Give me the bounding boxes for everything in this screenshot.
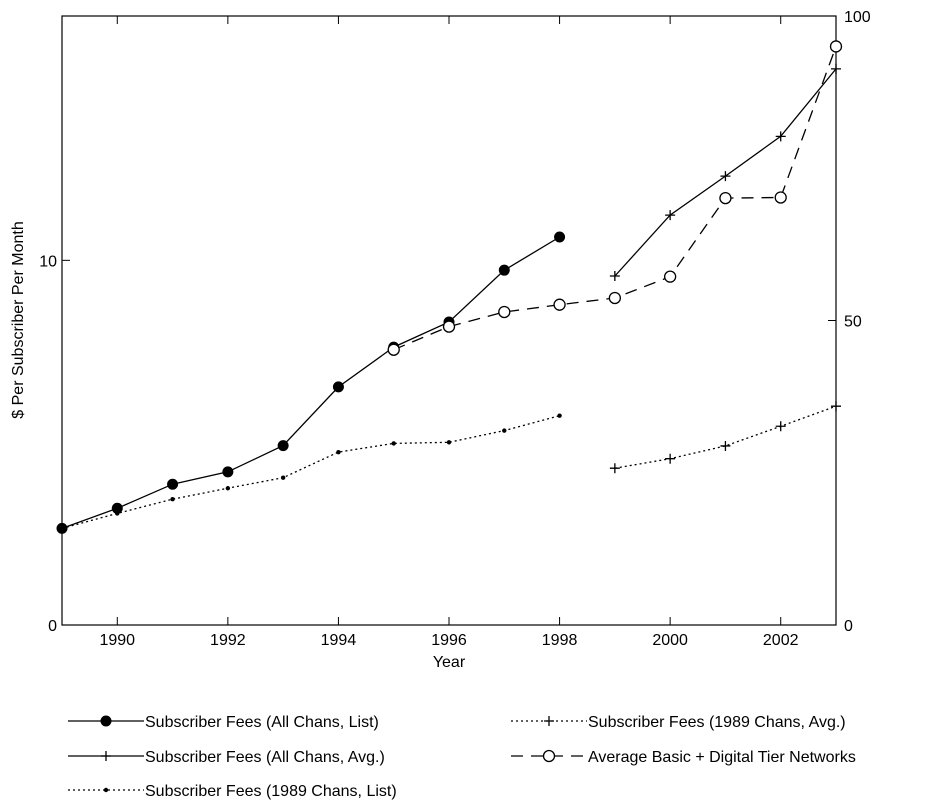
- legend-item: Subscriber Fees (1989 Chans, Avg.): [511, 714, 846, 731]
- series-line: [614, 405, 837, 469]
- data-point: [498, 264, 510, 276]
- x-axis-label: Year: [433, 654, 466, 671]
- legend-label: Subscriber Fees (1989 Chans, Avg.): [588, 714, 846, 731]
- y-tick-label-right: 100: [844, 9, 871, 26]
- data-point: [280, 475, 286, 480]
- data-point: [829, 40, 843, 53]
- data-point: [170, 496, 175, 502]
- series-line: [393, 46, 837, 351]
- data-point: [831, 401, 841, 412]
- data-point: [336, 449, 341, 455]
- series-layer: [56, 40, 843, 534]
- data-point: [554, 231, 566, 243]
- data-point: [665, 210, 676, 221]
- data-point: [553, 298, 566, 311]
- legend-swatch-marker: [544, 716, 554, 726]
- y-tick-label-right: 0: [844, 618, 853, 635]
- data-point: [665, 453, 676, 464]
- legend: Subscriber Fees (All Chans, List) Subscri…: [68, 714, 856, 800]
- legend-item: Average Basic + Digital Tier Networks: [511, 749, 856, 766]
- x-tick-label: 2000: [652, 632, 688, 649]
- x-tick-label: 1992: [210, 632, 246, 649]
- data-point: [115, 511, 120, 516]
- legend-label: Subscriber Fees (1989 Chans, List): [145, 783, 397, 800]
- data-point: [720, 440, 731, 451]
- data-point: [502, 428, 507, 433]
- data-point: [775, 421, 786, 432]
- data-point: [498, 305, 511, 319]
- series-1: [56, 231, 566, 534]
- data-point: [609, 463, 620, 474]
- data-point: [663, 270, 677, 283]
- legend-swatch-marker: [101, 751, 111, 761]
- y-tick-label-left: 10: [39, 253, 57, 270]
- data-point: [775, 131, 786, 142]
- data-point: [720, 171, 731, 182]
- x-tick-label: 1998: [542, 632, 578, 649]
- legend-swatch-marker: [542, 749, 556, 763]
- data-point: [557, 413, 562, 418]
- legend-item: Subscriber Fees (All Chans, List): [68, 714, 379, 731]
- data-point: [277, 440, 289, 452]
- series-line: [61, 415, 560, 530]
- data-point: [831, 63, 841, 74]
- data-point: [387, 343, 400, 356]
- data-point: [774, 191, 787, 204]
- y-tick-label-left: 0: [48, 618, 57, 635]
- data-point: [608, 291, 622, 305]
- data-point: [59, 526, 65, 531]
- legend-label: Subscriber Fees (All Chans, List): [145, 714, 379, 731]
- legend-item: Subscriber Fees (All Chans, Avg.): [68, 749, 385, 766]
- legend-label: Subscriber Fees (All Chans, Avg.): [145, 749, 385, 766]
- data-point: [222, 466, 234, 478]
- data-point: [167, 478, 179, 490]
- y-axis-label-left: $ Per Subscriber Per Month: [10, 221, 27, 418]
- x-tick-label: 1990: [99, 632, 135, 649]
- data-point: [442, 320, 456, 333]
- data-point: [609, 271, 620, 282]
- y-tick-label-right: 50: [844, 314, 862, 331]
- data-point: [719, 191, 732, 205]
- series-5: [387, 40, 843, 356]
- series-4: [609, 401, 841, 474]
- data-point: [391, 441, 396, 446]
- data-point: [446, 440, 452, 445]
- x-tick-label: 2002: [763, 632, 799, 649]
- series-3: [59, 413, 562, 531]
- series-line: [61, 236, 560, 530]
- legend-item: Subscriber Fees (1989 Chans, List): [68, 783, 397, 800]
- legend-swatch-marker: [103, 787, 109, 793]
- x-tick-label: 1996: [431, 632, 467, 649]
- legend-label: Average Basic + Digital Tier Networks: [588, 749, 856, 766]
- data-point: [225, 486, 231, 491]
- data-point: [332, 381, 344, 393]
- series-2: [609, 63, 841, 282]
- legend-swatch-marker: [100, 715, 112, 727]
- x-tick-label: 1994: [321, 632, 357, 649]
